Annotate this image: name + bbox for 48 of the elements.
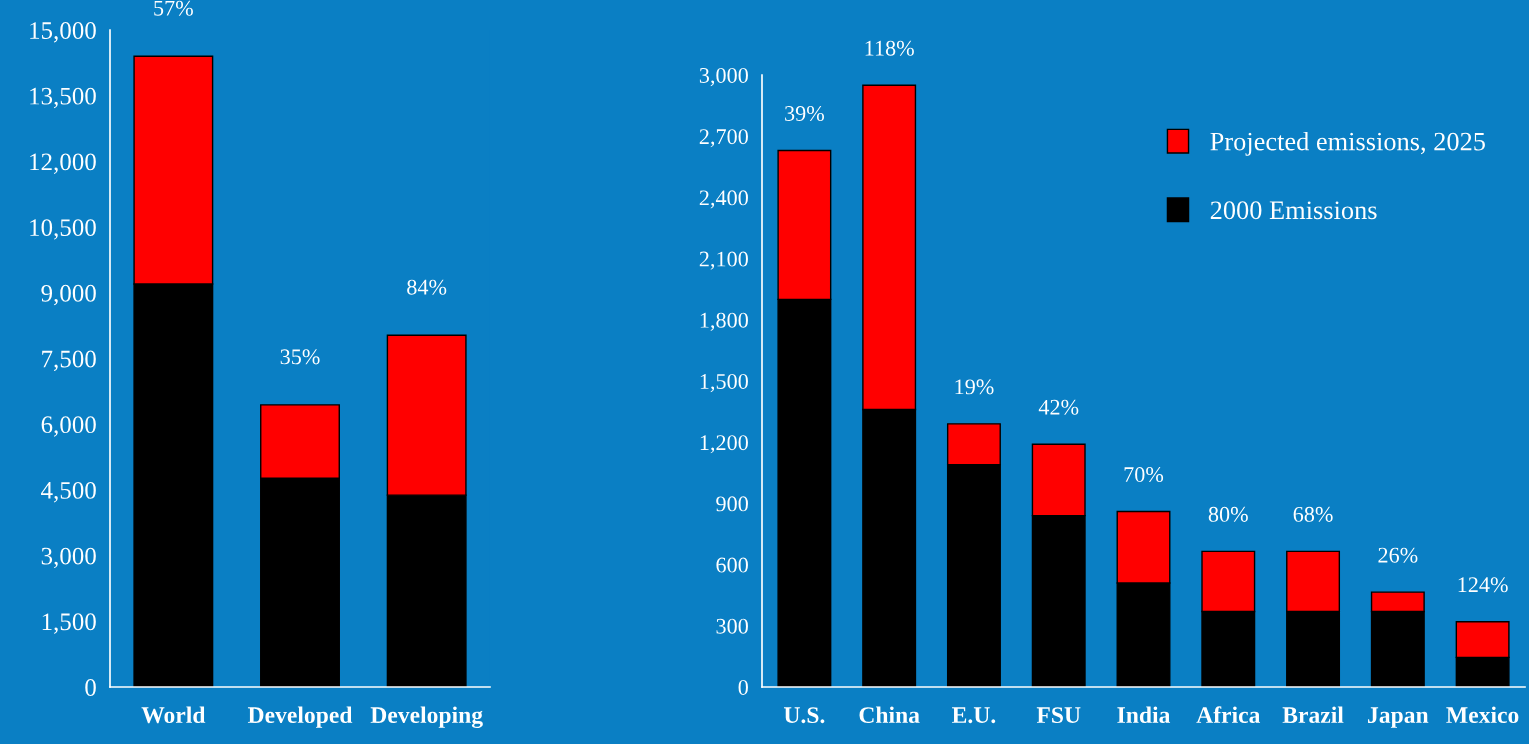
x-tick-label: Brazil xyxy=(1282,706,1344,724)
y-tick-label: 1,800 xyxy=(700,312,748,331)
annotation: 84% xyxy=(407,279,447,295)
y-tick-label: 300 xyxy=(716,618,748,634)
x-tick-label: E.U. xyxy=(952,707,996,724)
y-tick-label: 7,500 xyxy=(42,350,96,372)
x-tick-label: Mexico xyxy=(1446,706,1519,724)
y-tick-label: 0 xyxy=(85,679,96,696)
legend-label: Projected emissions, 2025 xyxy=(1210,131,1485,156)
y-tick-label: 900 xyxy=(716,496,748,512)
y-tick-label: 12,000 xyxy=(30,153,96,174)
x-tick-label: India xyxy=(1117,706,1171,724)
x-tick-label: U.S. xyxy=(783,707,825,724)
annotation: 26% xyxy=(1378,547,1418,563)
annotation: 118% xyxy=(865,40,914,56)
x-tick-label: FSU xyxy=(1036,707,1081,724)
annotation: 124% xyxy=(1458,577,1508,593)
y-tick-label: 1,500 xyxy=(700,373,748,393)
y-tick-label: 0 xyxy=(738,679,748,695)
x-tick-label: World xyxy=(141,706,206,724)
annotation: 35% xyxy=(280,349,320,365)
annotation: 70% xyxy=(1124,467,1164,483)
y-tick-label: 2,400 xyxy=(699,190,748,209)
annotation: 42% xyxy=(1038,399,1079,415)
x-tick-label: Developed xyxy=(247,706,353,728)
x-tick-label: China xyxy=(859,706,920,724)
y-tick-label: 13,500 xyxy=(30,87,96,109)
y-tick-label: 2,700 xyxy=(699,129,748,148)
y-tick-label: 9,000 xyxy=(41,284,96,306)
x-tick-label: Africa xyxy=(1196,706,1261,724)
y-tick-label: 2,100 xyxy=(699,251,748,270)
y-tick-label: 600 xyxy=(716,557,748,573)
annotation: 57% xyxy=(154,0,193,16)
y-tick-label: 1,200 xyxy=(700,435,748,454)
y-tick-label: 3,000 xyxy=(699,67,748,87)
x-tick-label: Japan xyxy=(1368,707,1429,728)
y-tick-label: 3,000 xyxy=(41,547,96,569)
annotation: 80% xyxy=(1208,506,1248,522)
y-tick-label: 4,500 xyxy=(41,481,96,503)
annotation: 19% xyxy=(955,379,994,395)
y-tick-label: 15,000 xyxy=(30,22,96,43)
y-tick-label: 6,000 xyxy=(41,416,96,437)
y-tick-label: 1,500 xyxy=(42,613,96,634)
annotation: 68% xyxy=(1293,506,1333,522)
y-tick-label: 10,500 xyxy=(30,219,96,240)
x-tick-label: Developing xyxy=(370,706,483,729)
legend-label: 2000 Emissions xyxy=(1210,201,1377,220)
annotation: 39% xyxy=(785,105,824,122)
